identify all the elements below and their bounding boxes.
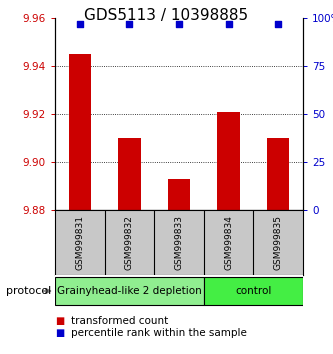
Point xyxy=(275,21,281,27)
Bar xyxy=(217,112,240,210)
Bar xyxy=(168,179,190,210)
Bar xyxy=(204,276,303,306)
Bar xyxy=(69,54,91,210)
Point xyxy=(127,21,132,27)
Text: GSM999831: GSM999831 xyxy=(75,215,84,270)
Bar xyxy=(55,276,204,306)
Text: transformed count: transformed count xyxy=(71,316,168,326)
Text: GSM999834: GSM999834 xyxy=(224,215,233,270)
Point xyxy=(176,21,182,27)
Text: Grainyhead-like 2 depletion: Grainyhead-like 2 depletion xyxy=(57,286,202,296)
Text: control: control xyxy=(235,286,272,296)
Text: protocol: protocol xyxy=(6,286,51,296)
Text: GSM999833: GSM999833 xyxy=(174,215,183,270)
Bar xyxy=(267,138,289,210)
Text: ■: ■ xyxy=(55,328,64,338)
Text: GSM999835: GSM999835 xyxy=(274,215,283,270)
Text: percentile rank within the sample: percentile rank within the sample xyxy=(71,328,247,338)
Text: GSM999832: GSM999832 xyxy=(125,215,134,270)
Bar xyxy=(118,138,141,210)
Point xyxy=(77,21,83,27)
Text: GDS5113 / 10398885: GDS5113 / 10398885 xyxy=(85,8,248,23)
Point xyxy=(226,21,231,27)
Text: ■: ■ xyxy=(55,316,64,326)
